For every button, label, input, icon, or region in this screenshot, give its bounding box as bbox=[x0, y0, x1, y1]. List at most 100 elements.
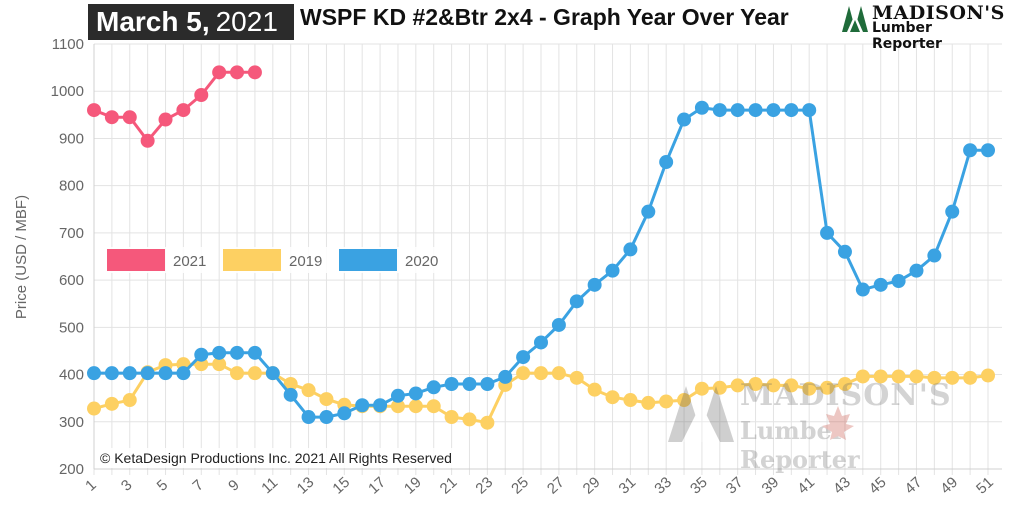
data-point-2019[interactable] bbox=[837, 377, 852, 391]
data-point-2019[interactable] bbox=[873, 369, 888, 384]
data-point-2020[interactable] bbox=[945, 204, 960, 219]
data-point-2020[interactable] bbox=[247, 345, 262, 360]
data-point-2019[interactable] bbox=[605, 390, 620, 405]
data-point-2020[interactable] bbox=[87, 366, 101, 381]
data-point-2020[interactable] bbox=[176, 366, 191, 381]
data-point-2019[interactable] bbox=[230, 366, 245, 381]
data-point-2019[interactable] bbox=[641, 395, 656, 410]
data-point-2019[interactable] bbox=[730, 378, 745, 393]
data-point-2020[interactable] bbox=[784, 103, 799, 118]
data-point-2020[interactable] bbox=[408, 386, 423, 401]
data-point-2021[interactable] bbox=[176, 103, 191, 118]
data-point-2019[interactable] bbox=[247, 366, 262, 381]
data-point-2020[interactable] bbox=[873, 277, 888, 292]
data-point-2020[interactable] bbox=[587, 277, 602, 292]
data-point-2020[interactable] bbox=[230, 345, 245, 360]
data-point-2019[interactable] bbox=[855, 369, 870, 384]
data-point-2020[interactable] bbox=[534, 335, 548, 350]
data-point-2020[interactable] bbox=[730, 103, 745, 118]
data-point-2019[interactable] bbox=[390, 399, 405, 414]
data-point-2020[interactable] bbox=[337, 406, 352, 421]
data-point-2019[interactable] bbox=[945, 370, 960, 385]
data-point-2020[interactable] bbox=[909, 263, 924, 278]
data-point-2019[interactable] bbox=[426, 399, 441, 414]
data-point-2020[interactable] bbox=[355, 398, 370, 413]
data-point-2020[interactable] bbox=[480, 377, 495, 391]
data-point-2020[interactable] bbox=[444, 377, 459, 391]
data-point-2020[interactable] bbox=[963, 143, 978, 158]
data-point-2019[interactable] bbox=[551, 366, 566, 381]
data-point-2019[interactable] bbox=[444, 410, 459, 425]
data-point-2019[interactable] bbox=[748, 377, 763, 391]
data-point-2020[interactable] bbox=[837, 244, 852, 259]
data-point-2019[interactable] bbox=[480, 415, 495, 430]
data-point-2020[interactable] bbox=[694, 100, 709, 115]
data-point-2020[interactable] bbox=[319, 410, 334, 425]
data-point-2020[interactable] bbox=[641, 204, 656, 219]
data-point-2019[interactable] bbox=[784, 378, 799, 393]
data-point-2020[interactable] bbox=[623, 242, 638, 257]
data-point-2020[interactable] bbox=[891, 274, 906, 289]
data-point-2021[interactable] bbox=[212, 65, 227, 80]
data-point-2020[interactable] bbox=[569, 294, 584, 309]
data-point-2019[interactable] bbox=[212, 357, 227, 372]
data-point-2019[interactable] bbox=[891, 369, 906, 384]
data-point-2019[interactable] bbox=[963, 370, 978, 385]
data-point-2021[interactable] bbox=[158, 112, 173, 127]
data-point-2021[interactable] bbox=[122, 110, 137, 125]
data-point-2019[interactable] bbox=[122, 393, 137, 408]
data-point-2020[interactable] bbox=[212, 345, 227, 360]
data-point-2020[interactable] bbox=[605, 263, 620, 278]
data-point-2020[interactable] bbox=[551, 317, 566, 332]
legend-item-2020[interactable]: 2020 bbox=[337, 247, 443, 273]
data-point-2019[interactable] bbox=[283, 377, 298, 391]
data-point-2020[interactable] bbox=[373, 398, 388, 413]
data-point-2020[interactable] bbox=[981, 143, 995, 158]
data-point-2020[interactable] bbox=[462, 377, 477, 391]
data-point-2019[interactable] bbox=[534, 366, 548, 381]
data-point-2019[interactable] bbox=[694, 381, 709, 396]
data-point-2020[interactable] bbox=[927, 248, 942, 263]
data-point-2020[interactable] bbox=[659, 155, 674, 170]
data-point-2020[interactable] bbox=[820, 225, 835, 240]
data-point-2020[interactable] bbox=[855, 282, 870, 297]
data-point-2020[interactable] bbox=[766, 103, 781, 118]
data-point-2021[interactable] bbox=[104, 110, 119, 125]
data-point-2020[interactable] bbox=[802, 103, 817, 118]
data-point-2020[interactable] bbox=[140, 366, 155, 381]
data-point-2019[interactable] bbox=[462, 412, 477, 427]
data-point-2019[interactable] bbox=[927, 370, 942, 385]
data-point-2019[interactable] bbox=[301, 383, 316, 398]
data-point-2019[interactable] bbox=[677, 393, 692, 408]
data-point-2019[interactable] bbox=[766, 378, 781, 393]
data-point-2019[interactable] bbox=[516, 366, 531, 381]
data-point-2019[interactable] bbox=[587, 382, 602, 397]
data-point-2020[interactable] bbox=[104, 366, 119, 381]
data-point-2020[interactable] bbox=[122, 366, 137, 381]
data-point-2020[interactable] bbox=[158, 366, 173, 381]
data-point-2020[interactable] bbox=[516, 350, 531, 365]
data-point-2019[interactable] bbox=[659, 394, 674, 409]
data-point-2021[interactable] bbox=[230, 65, 245, 80]
data-point-2019[interactable] bbox=[104, 396, 119, 411]
data-point-2020[interactable] bbox=[677, 112, 692, 127]
data-point-2019[interactable] bbox=[408, 399, 423, 414]
data-point-2021[interactable] bbox=[87, 103, 101, 118]
legend-item-2021[interactable]: 2021 bbox=[105, 247, 211, 273]
data-point-2021[interactable] bbox=[140, 133, 155, 148]
data-point-2019[interactable] bbox=[820, 380, 835, 395]
data-point-2019[interactable] bbox=[981, 368, 995, 383]
data-point-2020[interactable] bbox=[712, 103, 727, 118]
data-point-2020[interactable] bbox=[390, 388, 405, 403]
data-point-2019[interactable] bbox=[802, 381, 817, 396]
data-point-2020[interactable] bbox=[301, 410, 316, 425]
legend-item-2019[interactable]: 2019 bbox=[221, 247, 327, 273]
data-point-2020[interactable] bbox=[498, 369, 513, 384]
data-point-2019[interactable] bbox=[712, 380, 727, 395]
data-point-2020[interactable] bbox=[283, 387, 298, 402]
data-point-2019[interactable] bbox=[569, 370, 584, 385]
data-point-2019[interactable] bbox=[909, 369, 924, 384]
data-point-2020[interactable] bbox=[426, 380, 441, 395]
data-point-2020[interactable] bbox=[265, 366, 280, 381]
data-point-2020[interactable] bbox=[748, 103, 763, 118]
